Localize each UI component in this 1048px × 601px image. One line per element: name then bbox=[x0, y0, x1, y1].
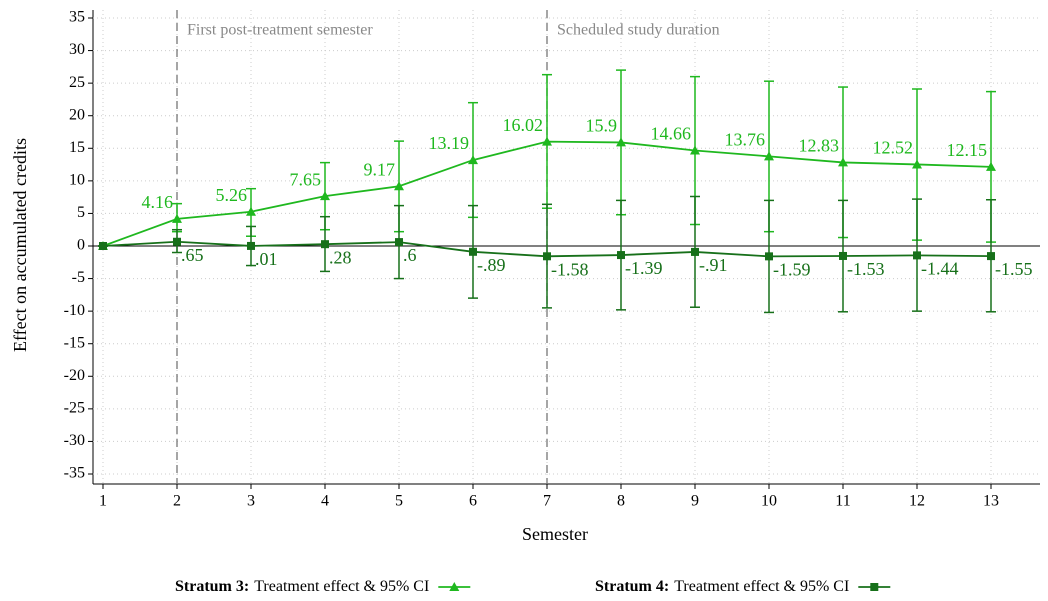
x-axis-label: Semester bbox=[522, 524, 588, 544]
data-label: -1.59 bbox=[773, 259, 811, 279]
marker bbox=[394, 181, 404, 191]
x-tick-label: 2 bbox=[173, 493, 181, 510]
x-tick-label: 8 bbox=[617, 493, 625, 510]
y-tick-label: 5 bbox=[77, 204, 85, 221]
reference-label: Scheduled study duration bbox=[557, 22, 720, 39]
reference-label: First post-treatment semester bbox=[187, 22, 373, 39]
marker bbox=[764, 151, 774, 161]
marker bbox=[987, 252, 995, 261]
marker bbox=[765, 252, 773, 261]
marker bbox=[321, 240, 329, 249]
data-label: 9.17 bbox=[364, 159, 396, 179]
x-tick-label: 13 bbox=[983, 493, 999, 510]
data-label: -1.39 bbox=[625, 258, 663, 278]
y-tick-label: 35 bbox=[69, 9, 85, 26]
data-label: -.91 bbox=[699, 255, 728, 275]
marker bbox=[691, 247, 699, 256]
data-label: .6 bbox=[403, 245, 417, 265]
y-tick-label: 30 bbox=[69, 41, 85, 58]
marker bbox=[468, 155, 478, 165]
marker bbox=[870, 583, 879, 591]
data-label: -1.44 bbox=[921, 259, 959, 279]
y-tick-label: -30 bbox=[64, 432, 85, 449]
data-label: -1.55 bbox=[995, 259, 1033, 279]
data-label: .01 bbox=[255, 249, 278, 269]
data-label: 12.52 bbox=[873, 138, 914, 158]
data-label: -1.58 bbox=[551, 259, 589, 279]
x-tick-label: 1 bbox=[99, 493, 107, 510]
x-tick-label: 5 bbox=[395, 493, 403, 510]
x-tick-label: 6 bbox=[469, 493, 477, 510]
marker bbox=[543, 252, 551, 261]
x-tick-label: 11 bbox=[835, 493, 850, 510]
x-tick-label: 10 bbox=[761, 493, 777, 510]
data-label: 13.76 bbox=[725, 129, 766, 149]
data-label: -1.53 bbox=[847, 259, 885, 279]
y-tick-label: 15 bbox=[69, 139, 85, 156]
y-tick-label: -5 bbox=[72, 269, 85, 286]
y-axis-label: Effect on accumulated credits bbox=[10, 138, 30, 352]
x-tick-label: 12 bbox=[909, 493, 925, 510]
marker bbox=[395, 238, 403, 247]
marker bbox=[913, 251, 921, 260]
marker bbox=[449, 582, 460, 591]
marker bbox=[320, 191, 330, 201]
marker bbox=[173, 237, 181, 246]
legend-label: Stratum 3: Treatment effect & 95% CI bbox=[175, 578, 429, 595]
data-label: 12.83 bbox=[799, 136, 840, 156]
data-label: -.89 bbox=[477, 255, 506, 275]
marker bbox=[246, 206, 256, 216]
y-tick-label: 25 bbox=[69, 74, 85, 91]
marker bbox=[172, 213, 182, 223]
legend-text: Treatment effect & 95% CI bbox=[674, 578, 849, 595]
marker bbox=[838, 157, 848, 167]
x-tick-label: 9 bbox=[691, 493, 699, 510]
marker bbox=[839, 251, 847, 260]
legend-name: Stratum 3: bbox=[175, 578, 249, 595]
legend-label: Stratum 4: Treatment effect & 95% CI bbox=[595, 578, 849, 595]
data-label: .65 bbox=[181, 245, 204, 265]
data-label: 12.15 bbox=[947, 140, 988, 160]
marker bbox=[542, 136, 552, 146]
marker bbox=[616, 137, 626, 147]
legend-text: Treatment effect & 95% CI bbox=[254, 578, 429, 595]
y-tick-label: 10 bbox=[69, 172, 85, 189]
y-tick-label: -15 bbox=[64, 334, 85, 351]
marker bbox=[617, 251, 625, 260]
data-label: 4.16 bbox=[142, 192, 174, 212]
marker bbox=[99, 242, 107, 250]
marker bbox=[469, 247, 477, 256]
y-tick-label: -35 bbox=[64, 465, 85, 482]
data-label: 14.66 bbox=[651, 124, 692, 144]
marker bbox=[690, 145, 700, 155]
data-label: 7.65 bbox=[290, 169, 322, 189]
x-tick-label: 4 bbox=[321, 493, 329, 510]
y-tick-label: 20 bbox=[69, 106, 85, 123]
marker bbox=[986, 161, 996, 171]
marker bbox=[247, 241, 255, 250]
data-label: 5.26 bbox=[216, 185, 248, 205]
data-label: .28 bbox=[329, 247, 352, 267]
legend-name: Stratum 4: bbox=[595, 578, 669, 595]
y-tick-label: -10 bbox=[64, 302, 85, 319]
marker bbox=[912, 159, 922, 169]
y-tick-label: 0 bbox=[77, 237, 85, 254]
y-tick-label: -20 bbox=[64, 367, 85, 384]
x-tick-label: 7 bbox=[543, 493, 551, 510]
data-label: 15.9 bbox=[586, 116, 618, 136]
y-tick-label: -25 bbox=[64, 400, 85, 417]
data-label: 16.02 bbox=[503, 115, 544, 135]
x-tick-label: 3 bbox=[247, 493, 255, 510]
data-label: 13.19 bbox=[429, 133, 470, 153]
